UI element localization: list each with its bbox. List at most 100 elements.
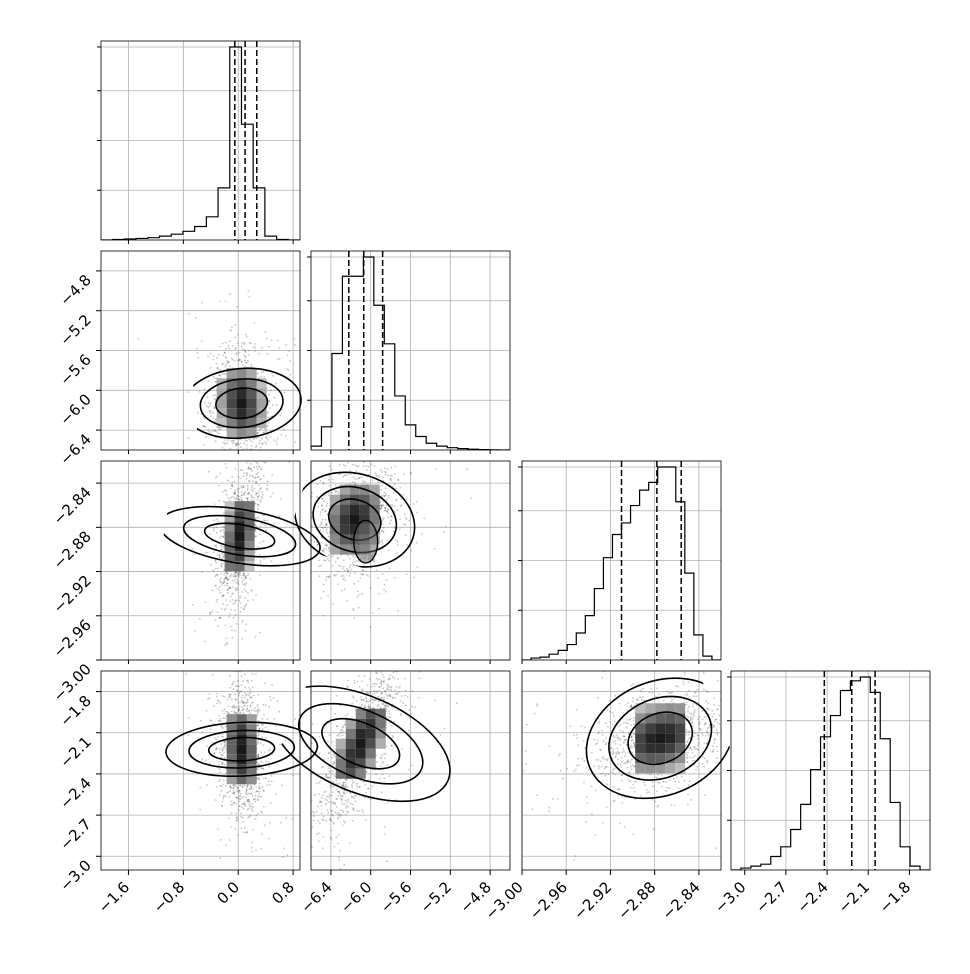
scatter-point (271, 474, 273, 476)
scatter-point (240, 785, 242, 787)
scatter-point (356, 785, 358, 787)
scatter-point (271, 339, 273, 341)
scatter-point (273, 397, 275, 399)
scatter-point (322, 482, 324, 484)
scatter-point (238, 499, 240, 501)
scatter-point (234, 360, 236, 362)
scatter-point (220, 530, 222, 532)
scatter-point (229, 448, 231, 450)
scatter-point (265, 431, 267, 433)
scatter-point (292, 775, 294, 777)
scatter-point (282, 856, 284, 858)
scatter-point (228, 439, 230, 441)
scatter-point (235, 706, 237, 708)
scatter-point (340, 554, 342, 556)
scatter-point (389, 475, 391, 477)
density-cell (237, 724, 247, 734)
scatter-point (260, 501, 262, 503)
scatter-point (250, 712, 252, 714)
scatter-point (259, 353, 261, 355)
scatter-point (339, 464, 341, 466)
scatter-point (247, 680, 249, 682)
scatter-point (388, 495, 390, 497)
scatter-point (261, 496, 263, 498)
scatter-point (206, 784, 208, 786)
scatter-point (295, 441, 297, 443)
scatter-point (241, 495, 243, 497)
scatter-point (391, 725, 393, 727)
scatter-point (256, 517, 258, 519)
density-cell (330, 505, 340, 515)
scatter-point (333, 786, 335, 788)
scatter-point (246, 462, 248, 464)
scatter-point (247, 487, 249, 489)
scatter-point (405, 517, 407, 519)
scatter-point (242, 796, 244, 798)
scatter-point (261, 497, 263, 499)
scatter-point (245, 605, 247, 607)
scatter-point (222, 491, 224, 493)
scatter-point (259, 900, 261, 902)
scatter-point (221, 805, 223, 807)
scatter-point (230, 497, 232, 499)
scatter-point (246, 465, 248, 467)
scatter-point (320, 597, 322, 599)
contour-line (354, 520, 378, 562)
density-cell (237, 428, 247, 438)
scatter-point (322, 498, 324, 500)
scatter-point (362, 574, 364, 576)
scatter-point (202, 425, 204, 427)
scatter-point (268, 706, 270, 708)
scatter-point (263, 806, 265, 808)
density-cell (235, 521, 245, 531)
scatter-point (272, 463, 274, 465)
scatter-point (347, 555, 349, 557)
scatter-point (328, 554, 330, 556)
scatter-point (259, 442, 261, 444)
scatter-point (232, 599, 234, 601)
scatter-point (255, 636, 257, 638)
scatter-point (213, 376, 215, 378)
scatter-point (394, 483, 396, 485)
scatter-point (258, 786, 260, 788)
scatter-point (292, 818, 294, 820)
scatter-point (246, 710, 248, 712)
scatter-point (248, 350, 250, 352)
scatter-point (315, 438, 317, 440)
scatter-point (382, 669, 384, 671)
scatter-point (249, 692, 251, 694)
scatter-point (229, 340, 231, 342)
scatter-point (207, 406, 209, 408)
scatter-point (251, 680, 253, 682)
scatter-point (382, 477, 384, 479)
scatter-point (258, 451, 260, 453)
scatter-point (400, 445, 402, 447)
density-cell (237, 744, 247, 754)
scatter-point (236, 785, 238, 787)
scatter-point (321, 523, 323, 525)
scatter-point (241, 577, 243, 579)
scatter-point (360, 706, 362, 708)
scatter-point (228, 616, 230, 618)
scatter-point (265, 704, 267, 706)
scatter-point (223, 512, 225, 514)
scatter-point (333, 761, 335, 763)
scatter-point (244, 349, 246, 351)
scatter-point (340, 576, 342, 578)
scatter-point (212, 589, 214, 591)
scatter-point (322, 766, 324, 768)
scatter-point (224, 764, 226, 766)
scatter-point (279, 415, 281, 417)
scatter-point (381, 685, 383, 687)
scatter-point (323, 584, 325, 586)
scatter-point (255, 786, 257, 788)
scatter-point (246, 458, 248, 460)
histogram-panel-2 (522, 461, 721, 660)
density-cell (340, 515, 350, 525)
scatter-point (215, 562, 217, 564)
scatter-point (361, 477, 363, 479)
scatter-point (261, 480, 263, 482)
scatter-point (256, 790, 258, 792)
scatter-point (216, 693, 218, 695)
scatter-point (257, 704, 259, 706)
